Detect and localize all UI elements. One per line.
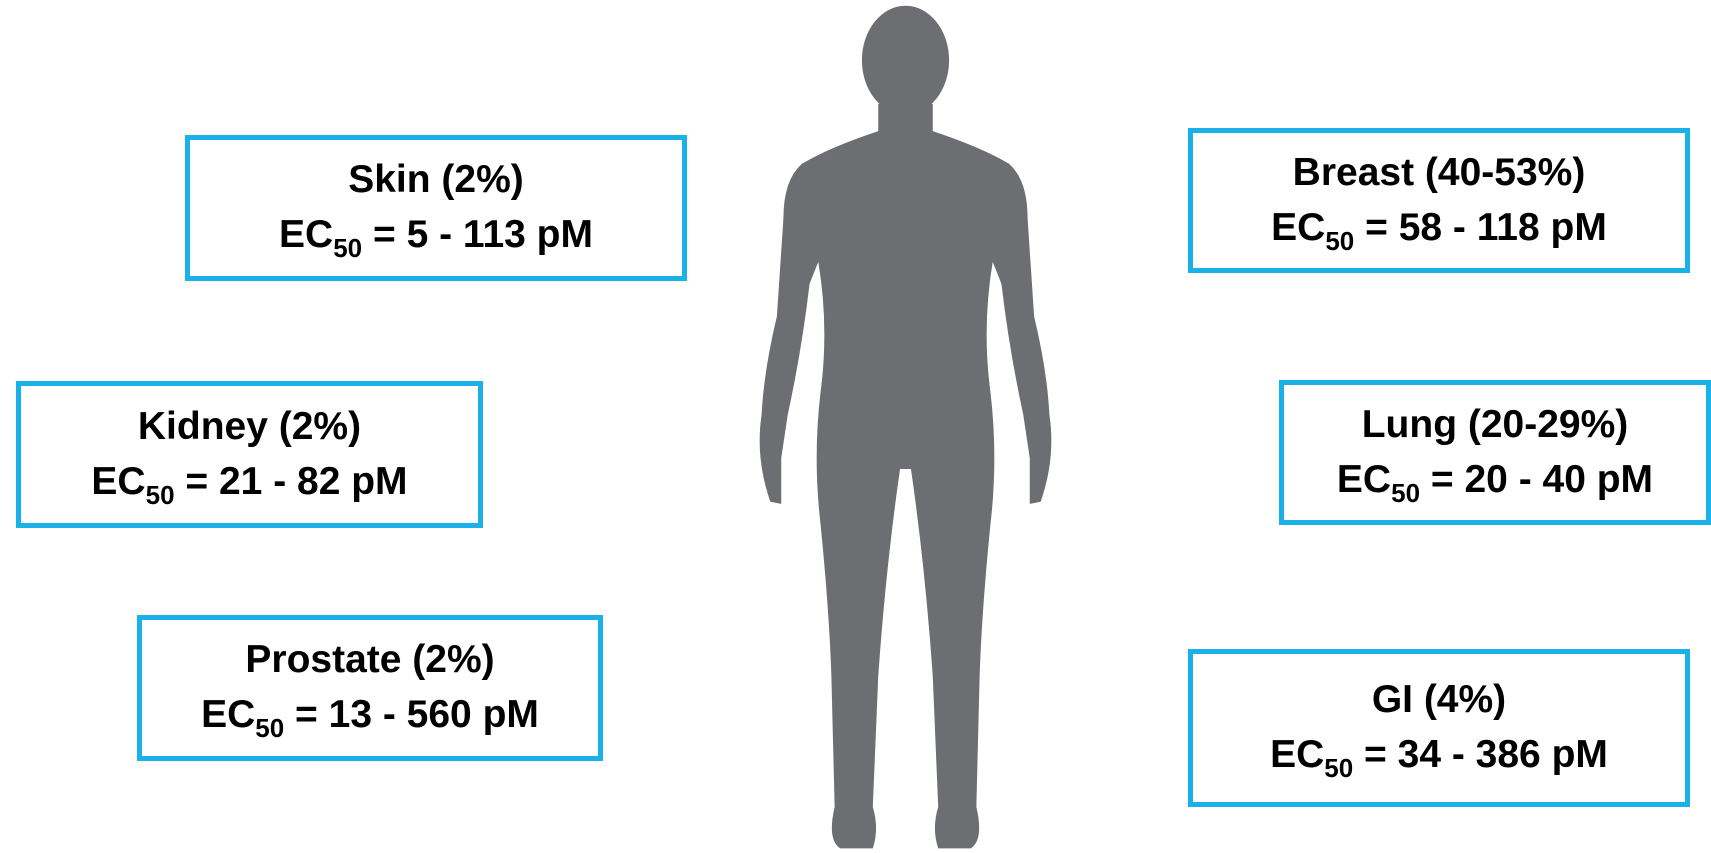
organ-title: Skin (2%) xyxy=(348,158,524,202)
ec-subscript: 50 xyxy=(255,713,285,743)
ec50-line: EC50 = 13 - 560 pM xyxy=(201,688,539,743)
organ-title: GI (4%) xyxy=(1371,678,1507,722)
ec-subscript: 50 xyxy=(1325,225,1355,256)
ec50-line: EC50 = 34 - 386 pM xyxy=(1270,728,1608,783)
ec-range: = 21 - 82 pM xyxy=(185,459,408,503)
organ-box: Breast (40-53%) EC50 = 58 - 118 pM xyxy=(1188,128,1690,273)
organ-box: Kidney (2%) EC50 = 21 - 82 pM xyxy=(16,381,483,528)
ec-label: EC xyxy=(1271,205,1326,249)
ec-range: = 34 - 386 pM xyxy=(1364,733,1608,776)
human-silhouette xyxy=(759,5,1052,849)
ec-label: EC xyxy=(91,459,146,503)
organ-box: GI (4%) EC50 = 34 - 386 pM xyxy=(1188,649,1690,807)
ec-range: = 58 - 118 pM xyxy=(1365,205,1607,249)
organ-title: Prostate (2%) xyxy=(245,638,495,682)
ec-label: EC xyxy=(201,693,256,736)
ec-range: = 5 - 113 pM xyxy=(372,213,593,256)
ec50-line: EC50 = 58 - 118 pM xyxy=(1271,201,1607,256)
organ-title: Lung (20-29%) xyxy=(1361,402,1629,446)
ec50-line: EC50 = 20 - 40 pM xyxy=(1337,453,1653,508)
organ-box: Prostate (2%) EC50 = 13 - 560 pM xyxy=(137,615,603,761)
ec-subscript: 50 xyxy=(1391,477,1421,508)
organ-box: Lung (20-29%) EC50 = 20 - 40 pM xyxy=(1279,380,1711,525)
ec50-line: EC50 = 5 - 113 pM xyxy=(279,208,593,263)
ec-subscript: 50 xyxy=(1324,753,1354,783)
ec-label: EC xyxy=(1336,457,1392,501)
ec-subscript: 50 xyxy=(145,479,175,510)
ec50-line: EC50 = 21 - 82 pM xyxy=(91,455,407,510)
ec-range: = 20 - 40 pM xyxy=(1430,457,1654,501)
organ-box: Skin (2%) EC50 = 5 - 113 pM xyxy=(185,135,687,281)
ec-range: = 13 - 560 pM xyxy=(295,693,539,736)
ec-label: EC xyxy=(1270,733,1325,776)
ec-subscript: 50 xyxy=(333,233,363,263)
organ-title: Breast (40-53%) xyxy=(1292,150,1586,194)
organ-title: Kidney (2%) xyxy=(137,404,362,448)
ec-label: EC xyxy=(279,213,334,256)
